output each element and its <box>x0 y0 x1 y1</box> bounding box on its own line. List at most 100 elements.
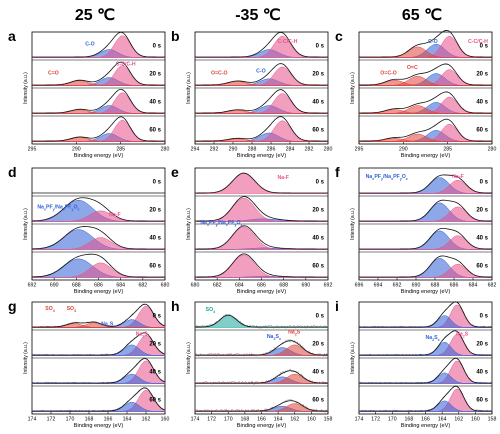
x-tick-label: 692 <box>324 283 333 289</box>
x-tick-label: 280 <box>161 147 170 153</box>
x-tick-label: 292 <box>210 147 219 153</box>
x-axis-label: Binding energy (eV) <box>401 153 451 159</box>
fit-envelope <box>359 199 492 222</box>
x-tick-label: 295 <box>355 147 364 153</box>
peak-na2s <box>32 360 166 384</box>
annotation-na2s: Na2S <box>456 332 469 339</box>
x-tick-label: 696 <box>355 283 364 289</box>
x-tick-label: 294 <box>191 147 200 153</box>
fit-envelope <box>195 31 328 58</box>
peak-c-c-c-h <box>195 36 328 58</box>
peak-na2sx <box>359 342 492 356</box>
panel-letter-c: c <box>335 28 343 44</box>
peak-c-c-c-h <box>32 35 165 58</box>
x-tick-label: 692 <box>393 283 402 289</box>
annotation-na2sx: Na2Sx <box>101 322 115 329</box>
annotation-c-o: C-O <box>428 39 438 45</box>
time-label: 0 s <box>316 313 325 319</box>
x-tick-label: 160 <box>307 417 316 423</box>
panel-c: c Intensity (a.u.) 295 290 285 280 Binding ene… <box>335 28 496 159</box>
fit-envelope <box>359 357 492 384</box>
annotation-o-c-o: O=C-O <box>380 71 397 77</box>
x-tick-label: 290 <box>72 147 81 153</box>
fit-envelope <box>359 174 492 194</box>
time-label: 20 s <box>476 207 488 213</box>
annotation-o-c-o: O=C-O <box>211 71 228 77</box>
time-label: 40 s <box>476 99 488 105</box>
annotation-na2s: Na2S <box>136 332 149 339</box>
time-label: 60 s <box>476 127 488 133</box>
fit-envelope <box>358 63 492 86</box>
x-tick-label: 295 <box>28 147 37 153</box>
x-tick-label: 688 <box>72 283 81 289</box>
y-axis-label: Intensity (a.u.) <box>186 342 192 374</box>
col-title-minus35c: -35 ℃ <box>235 7 281 24</box>
time-label: 20 s <box>476 341 488 347</box>
fit-envelope <box>359 29 492 58</box>
peak-na2sx <box>32 373 165 384</box>
fit-envelope <box>195 400 329 412</box>
y-axis-label: Intensity (a.u.) <box>350 208 356 240</box>
panel-f: f Intensity (a.u.) 696 694 692 690 688 686 684 68… <box>335 164 496 295</box>
panel-g: g Intensity (a.u.) 174 172 170 168 166 164 162 16… <box>8 298 169 429</box>
fit-envelope <box>32 88 165 114</box>
annotation-c-o: C-O <box>256 68 266 74</box>
fit-envelope <box>195 340 328 356</box>
annotation-so4: SO4 <box>206 307 216 314</box>
x-tick-label: 284 <box>286 147 295 153</box>
time-label: 0 s <box>316 43 325 49</box>
fit-envelope <box>32 31 165 58</box>
x-tick-label: 162 <box>290 417 299 423</box>
peak-na-f <box>195 226 328 250</box>
x-tick-label: 285 <box>116 147 125 153</box>
x-tick-label: 162 <box>142 417 151 423</box>
time-label: 60 s <box>476 397 488 403</box>
peak-c-o <box>32 137 165 142</box>
peak-na-f <box>359 263 493 278</box>
x-axis-label: Binding energy (eV) <box>237 153 287 159</box>
x-axis-label: Binding energy (eV) <box>74 423 124 429</box>
x-tick-label: 168 <box>241 417 250 423</box>
fit-envelope <box>359 227 492 250</box>
x-tick-label: 288 <box>248 147 257 153</box>
y-axis-label: Intensity (a.u.) <box>186 72 192 104</box>
panel-letter-a: a <box>8 28 16 44</box>
time-label: 60 s <box>149 263 161 269</box>
peak-c-o <box>32 109 165 114</box>
peak-o-c-o <box>195 138 328 142</box>
x-tick-label: 162 <box>454 417 463 423</box>
x-tick-label: 166 <box>257 417 266 423</box>
peak-na-f <box>32 237 165 250</box>
y-axis-label: Intensity (a.u.) <box>350 72 356 104</box>
x-tick-label: 682 <box>488 283 497 289</box>
x-tick-label: 174 <box>28 417 37 423</box>
col-title-25c: 25 ℃ <box>75 7 115 24</box>
x-tick-label: 160 <box>471 417 480 423</box>
fit-envelope <box>195 172 328 194</box>
x-tick-label: 160 <box>161 417 170 423</box>
fit-envelope <box>195 196 328 222</box>
x-tick-label: 164 <box>123 417 132 423</box>
panel-letter-f: f <box>335 164 340 180</box>
annotation-c-c-c-h: C-C/C-H <box>116 62 136 68</box>
annotation-c-c-c-h: C-C/C-H <box>468 39 488 45</box>
peak-na2sx <box>32 401 165 412</box>
x-tick-label: 166 <box>104 417 113 423</box>
peak-na-f <box>359 235 493 250</box>
x-tick-label: 690 <box>302 283 311 289</box>
panel-d: d Intensity (a.u.) 692 690 688 686 684 682 680 Bi… <box>8 164 169 295</box>
fit-envelope <box>195 314 328 328</box>
time-label: 0 s <box>153 313 162 319</box>
peak-o-c <box>359 46 492 58</box>
peak-c-o <box>32 80 165 86</box>
y-axis-label: Intensity (a.u.) <box>350 342 356 374</box>
annotation-so4: SO4 <box>45 306 55 313</box>
peak-o-c-o <box>359 79 492 86</box>
peak-na2s <box>32 390 166 412</box>
annotation-naxpfy-naxpfyoz: NaxPFy/NaxPFyOz <box>37 204 79 211</box>
x-tick-label: 688 <box>279 283 288 289</box>
x-tick-label: 158 <box>488 417 497 423</box>
col-title-65c: 65 ℃ <box>402 7 442 24</box>
peak-na2s <box>359 304 492 328</box>
